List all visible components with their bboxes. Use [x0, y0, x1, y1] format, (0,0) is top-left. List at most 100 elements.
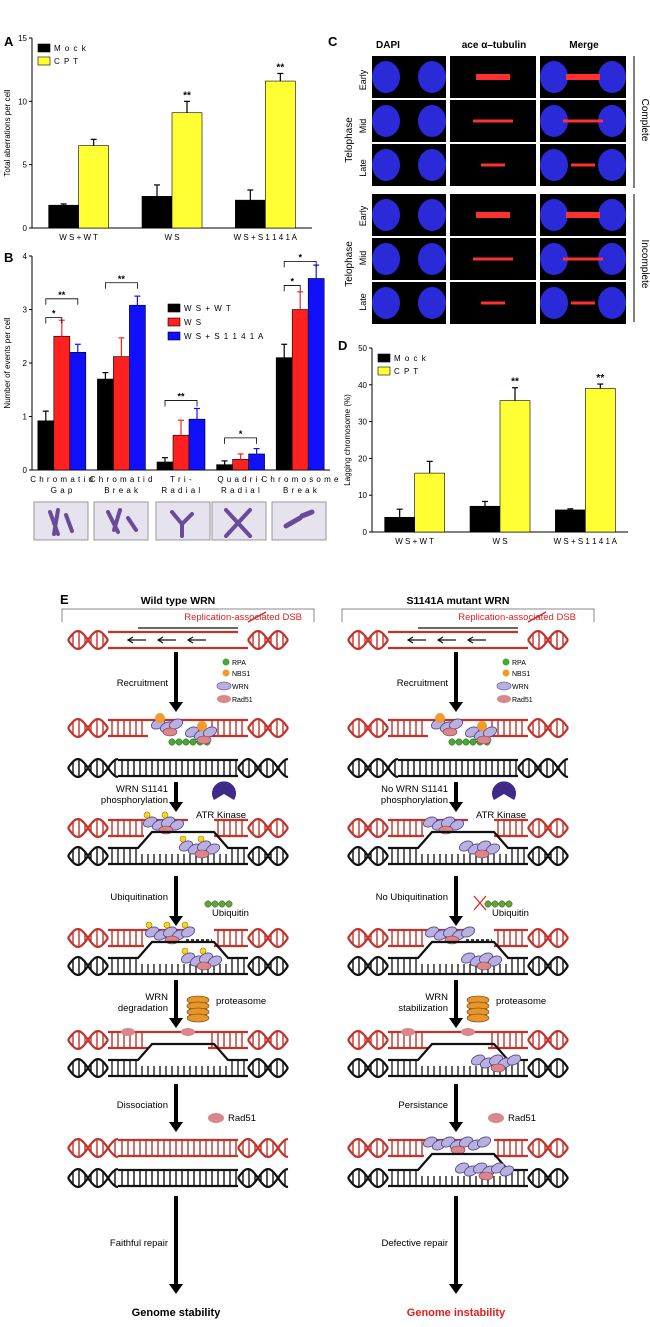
- proteasome-label: proteasome: [496, 996, 546, 1007]
- polymerase-arrow: [406, 636, 426, 644]
- polymerase-arrow: [436, 636, 456, 644]
- legend-swatch: [167, 303, 181, 313]
- nucleus: [540, 105, 568, 137]
- rpa-protein: [218, 900, 226, 908]
- dna-strand: [347, 817, 389, 839]
- y-tick-label: 20: [358, 454, 367, 463]
- phosphate: [199, 947, 207, 955]
- nucleus: [540, 149, 568, 181]
- nucleus: [372, 149, 400, 181]
- step-label: Faithful repair: [110, 1238, 168, 1249]
- polymerase-arrow: [186, 636, 206, 644]
- wrn-icon: [496, 681, 512, 691]
- legend-label: M o c k: [54, 44, 87, 53]
- rad51-label: Rad51: [228, 1113, 256, 1124]
- panel-label-a: A: [4, 34, 14, 49]
- dna-strand: [67, 817, 109, 839]
- dna-strand: [517, 757, 569, 779]
- rpa-protein: [498, 900, 506, 908]
- step-label: No Ubiquitination: [376, 892, 448, 903]
- rpa-protein: [175, 738, 183, 746]
- legend-label: C P T: [394, 367, 419, 376]
- step-label: Recruitment: [117, 678, 169, 689]
- step-label: WRN: [145, 992, 168, 1003]
- rpa-protein: [168, 738, 176, 746]
- step-label: No WRN S1141: [381, 784, 448, 795]
- dna-strand: [347, 1057, 389, 1079]
- left-title-bracket: [61, 608, 315, 622]
- wrn-protein: [202, 726, 218, 738]
- bar: [156, 461, 174, 471]
- panel-c-microscopy: DAPI ace α–tubulin Merge Telophase Telop…: [344, 40, 650, 324]
- x-tick-label: W S + S 1 1 4 1 A: [234, 233, 298, 242]
- step-arrow-head: [449, 1284, 463, 1294]
- dna-strand: [247, 845, 289, 867]
- dna-strand: [527, 845, 569, 867]
- legend-swatch: [377, 366, 391, 376]
- atr-kinase-icon: [492, 781, 516, 800]
- dna-strand: [527, 1029, 569, 1051]
- dsb-pointer: [247, 611, 267, 623]
- step-label: Persistance: [398, 1100, 448, 1111]
- rpa-protein: [469, 738, 477, 746]
- y-tick-label: 15: [18, 34, 27, 43]
- proteasome-disc: [186, 1013, 210, 1023]
- dna-strand: [347, 927, 389, 949]
- thumb-chromatid-gap: [33, 501, 89, 541]
- block-mark: [473, 895, 487, 911]
- bar: [307, 278, 325, 471]
- protein-label: NBS1: [512, 671, 530, 678]
- step-arrow-head: [169, 1122, 183, 1132]
- dna-strand: [247, 955, 289, 977]
- x-tick-label: W S + S 1 1 4 1 A: [554, 537, 618, 546]
- ubiquitin-label: Ubiquitin: [492, 908, 529, 919]
- y-tick-label: 50: [358, 344, 367, 353]
- bar: [172, 434, 190, 471]
- y-tick-label: 0: [23, 466, 28, 475]
- rpa-protein: [448, 738, 456, 746]
- polymerase-arrow: [466, 636, 486, 644]
- dna-strand: [67, 757, 119, 779]
- dna-strand: [247, 717, 289, 739]
- dna-strand: [108, 940, 248, 960]
- bar: [232, 458, 249, 471]
- wrn-protein: [499, 1165, 515, 1177]
- bar: [37, 420, 55, 471]
- side-label-incomplete: Incomplete: [639, 240, 650, 289]
- dna-strand: [517, 757, 569, 779]
- right-outcome: Genome instability: [407, 1307, 506, 1319]
- row-label-mid-1: Mid: [358, 119, 368, 134]
- row-label-late-1: Late: [358, 159, 368, 177]
- phosphate: [197, 835, 205, 843]
- step-label: stabilization: [398, 1003, 448, 1014]
- step-arrow-head: [449, 802, 463, 812]
- chromosome-shape: [106, 508, 138, 534]
- significance-label: *: [290, 276, 294, 286]
- rad51-protein: [194, 849, 210, 859]
- left-outcome: Genome stability: [132, 1307, 222, 1319]
- nbs1-protein: [435, 713, 445, 723]
- bar: [216, 464, 233, 471]
- wrn-protein: [482, 726, 498, 738]
- ubiquitin-label: Ubiquitin: [212, 908, 249, 919]
- bar: [275, 357, 293, 471]
- legend-swatch: [167, 331, 181, 341]
- rpa-protein: [182, 738, 190, 746]
- significance-label: **: [596, 373, 604, 384]
- dna-strand: [247, 1057, 289, 1079]
- significance-label: **: [177, 391, 185, 401]
- legend-label: C P T: [54, 57, 79, 66]
- bar: [585, 388, 616, 533]
- dna-strand: [67, 1057, 109, 1079]
- nucleus: [418, 105, 446, 137]
- rpa-protein: [225, 900, 233, 908]
- legend-swatch: [377, 353, 391, 363]
- dna-strand: [237, 757, 289, 779]
- col-header-tubulin: ace α–tubulin: [462, 40, 527, 51]
- phosphate: [143, 811, 151, 819]
- rpa-protein: [491, 900, 499, 908]
- right-column: RPA NBS1 WRN Rad51 Recruitment No WRN S1141ph…: [347, 611, 569, 1294]
- x-tick-label: C h r o m o s o m e: [261, 475, 339, 484]
- significance-label: **: [58, 290, 66, 300]
- nucleus: [598, 149, 626, 181]
